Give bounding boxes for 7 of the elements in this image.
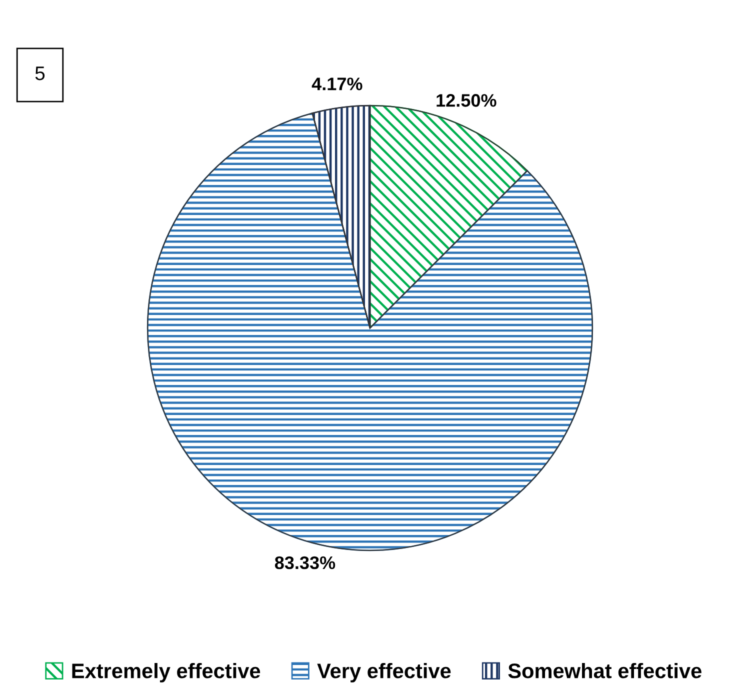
data-label: 4.17%	[312, 78, 362, 90]
data-label: 83.33%	[274, 556, 336, 570]
legend-label: Very effective	[317, 662, 451, 682]
data-label: 12.50%	[436, 94, 496, 107]
text: 5	[35, 66, 45, 80]
legend-label: Extremely effective	[72, 662, 260, 682]
legend-label: Somewhat effective	[508, 662, 702, 678]
